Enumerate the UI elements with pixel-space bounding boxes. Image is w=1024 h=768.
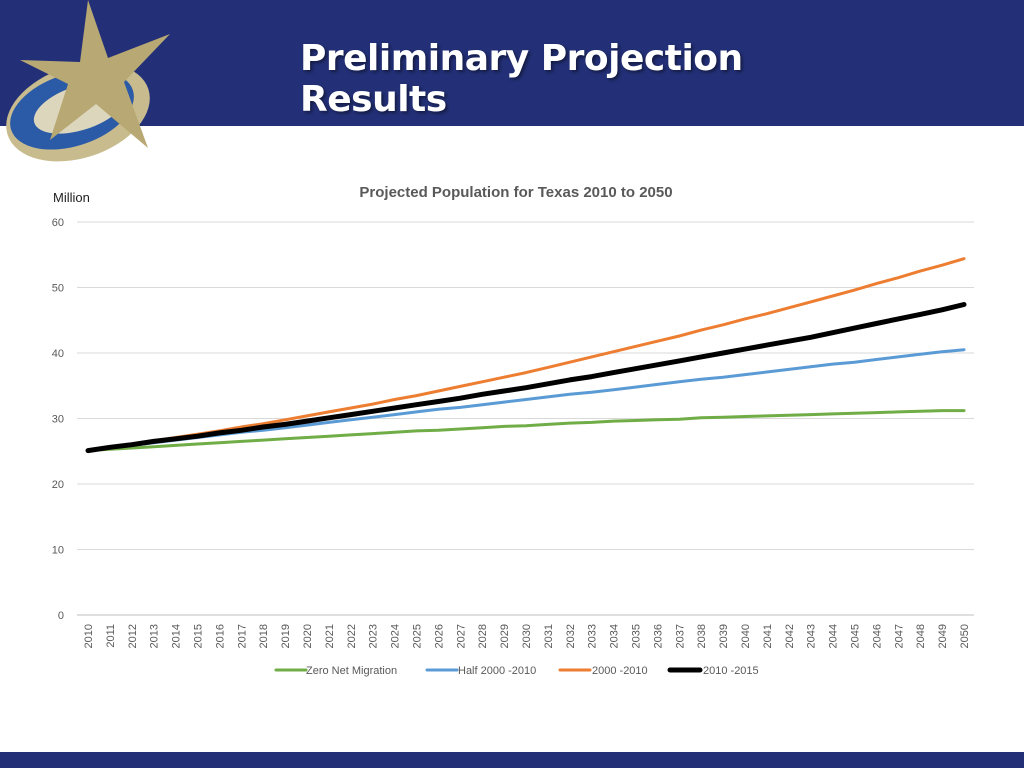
header-bar bbox=[0, 0, 1024, 126]
x-tick-label: 2027 bbox=[455, 624, 467, 648]
x-tick-label: 2040 bbox=[740, 624, 752, 648]
legend-label: 2000 -2010 bbox=[592, 665, 648, 677]
x-tick-label: 2028 bbox=[477, 624, 489, 648]
x-tick-label: 2014 bbox=[171, 624, 183, 648]
y-axis-unit-label: Million bbox=[53, 190, 90, 205]
x-tick-label: 2037 bbox=[674, 624, 686, 648]
y-tick-label: 60 bbox=[52, 217, 64, 229]
x-tick-label: 2023 bbox=[368, 624, 380, 648]
legend-label: 2010 -2015 bbox=[703, 665, 759, 677]
x-tick-label: 2031 bbox=[543, 624, 555, 648]
x-tick-label: 2046 bbox=[871, 624, 883, 648]
x-tick-label: 2016 bbox=[214, 624, 226, 648]
series-line bbox=[86, 257, 966, 453]
legend-label: Zero Net Migration bbox=[306, 665, 397, 677]
x-tick-label: 2011 bbox=[105, 624, 117, 648]
x-tick-label: 2022 bbox=[346, 624, 358, 648]
x-tick-label: 2025 bbox=[412, 624, 424, 648]
y-tick-label: 10 bbox=[52, 545, 64, 557]
x-tick-label: 2032 bbox=[565, 624, 577, 648]
x-tick-label: 2043 bbox=[806, 624, 818, 648]
x-tick-label: 2044 bbox=[828, 624, 840, 648]
x-tick-label: 2039 bbox=[718, 624, 730, 648]
series-line bbox=[85, 302, 967, 454]
x-tick-label: 2034 bbox=[609, 624, 621, 648]
y-tick-label: 30 bbox=[52, 414, 64, 426]
x-tick-label: 2047 bbox=[893, 624, 905, 648]
x-tick-label: 2050 bbox=[959, 624, 971, 648]
page-title: Preliminary Projection Results bbox=[300, 38, 743, 120]
x-tick-label: 2042 bbox=[784, 624, 796, 648]
footer-bar bbox=[0, 752, 1024, 768]
x-tick-label: 2021 bbox=[324, 624, 336, 648]
x-tick-label: 2017 bbox=[236, 624, 248, 648]
star-logo-icon bbox=[6, 0, 170, 162]
x-tick-label: 2024 bbox=[390, 624, 402, 648]
legend-label: Half 2000 -2010 bbox=[458, 665, 536, 677]
series-line bbox=[86, 348, 966, 453]
x-tick-label: 2012 bbox=[127, 624, 139, 648]
x-tick-label: 2020 bbox=[302, 624, 314, 648]
y-tick-label: 20 bbox=[52, 479, 64, 491]
x-tick-label: 2049 bbox=[937, 624, 949, 648]
x-tick-label: 2010 bbox=[83, 624, 95, 648]
x-tick-label: 2018 bbox=[258, 624, 270, 648]
x-tick-label: 2015 bbox=[193, 624, 205, 648]
x-tick-label: 2026 bbox=[433, 624, 445, 648]
x-tick-label: 2036 bbox=[652, 624, 664, 648]
x-tick-label: 2045 bbox=[850, 624, 862, 648]
chart-title: Projected Population for Texas 2010 to 2… bbox=[359, 184, 673, 201]
x-tick-label: 2019 bbox=[280, 624, 292, 648]
x-tick-label: 2033 bbox=[587, 624, 599, 648]
y-tick-label: 40 bbox=[52, 348, 64, 360]
x-tick-label: 2013 bbox=[149, 624, 161, 648]
x-tick-label: 2029 bbox=[499, 624, 511, 648]
y-tick-label: 0 bbox=[58, 610, 64, 622]
x-tick-label: 2048 bbox=[915, 624, 927, 648]
x-tick-label: 2038 bbox=[696, 624, 708, 648]
x-tick-label: 2035 bbox=[631, 624, 643, 648]
x-tick-label: 2030 bbox=[521, 624, 533, 648]
x-tick-label: 2041 bbox=[762, 624, 774, 648]
y-tick-label: 50 bbox=[52, 283, 64, 295]
series-line bbox=[86, 409, 966, 453]
